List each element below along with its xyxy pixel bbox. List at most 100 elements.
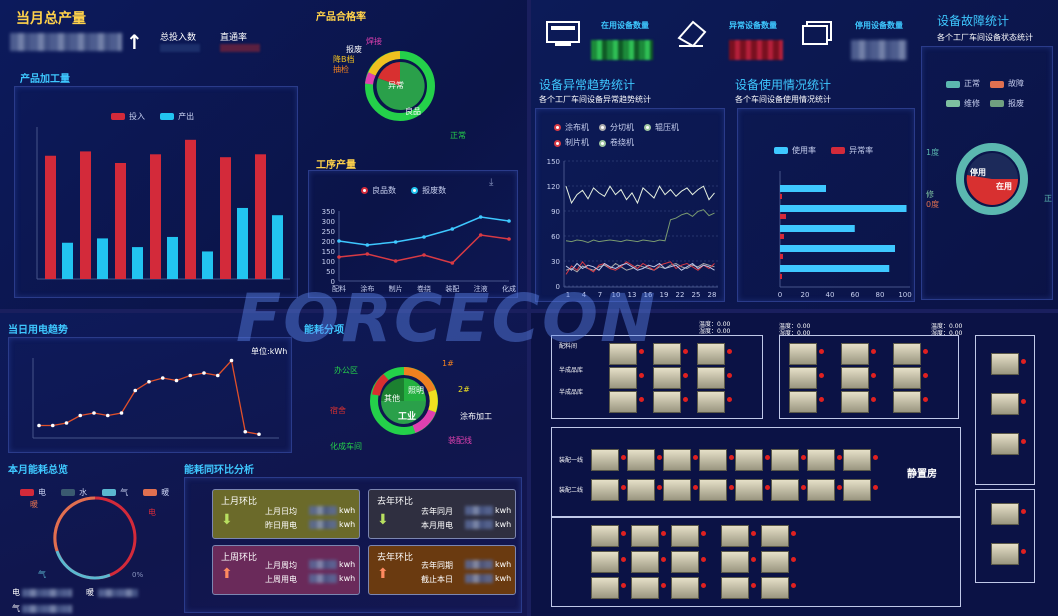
status-dot bbox=[1021, 439, 1026, 444]
machine-icon[interactable] bbox=[735, 479, 763, 501]
machine-icon[interactable] bbox=[841, 391, 869, 413]
x-tick: 13 bbox=[628, 291, 637, 299]
machine-icon[interactable] bbox=[671, 577, 699, 599]
machine-icon[interactable] bbox=[893, 391, 921, 413]
monthly-ring bbox=[53, 496, 137, 580]
machine-icon[interactable] bbox=[627, 449, 655, 471]
bottom-elec: 电 bbox=[12, 588, 20, 597]
status-dot bbox=[791, 583, 796, 588]
machine-icon[interactable] bbox=[699, 479, 727, 501]
machine-icon[interactable] bbox=[807, 479, 835, 501]
trend-title: 设备异常趋势统计 bbox=[539, 78, 636, 92]
power-line bbox=[39, 359, 260, 435]
machine-icon[interactable] bbox=[789, 367, 817, 389]
series-point bbox=[507, 237, 511, 241]
machine-icon[interactable] bbox=[843, 479, 871, 501]
machine-icon[interactable] bbox=[653, 391, 681, 413]
machine-icon[interactable] bbox=[893, 367, 921, 389]
y-tick: 350 bbox=[322, 208, 335, 216]
machine-icon[interactable] bbox=[697, 367, 725, 389]
machine-icon[interactable] bbox=[841, 343, 869, 365]
x-tick: 注液 bbox=[474, 284, 488, 293]
machine-icon[interactable] bbox=[653, 367, 681, 389]
machine-icon[interactable] bbox=[843, 449, 871, 471]
energy-industry: 工业 bbox=[398, 412, 417, 422]
compare-box-last-week: 上周环比 ⬆ 上月周均 上周用电 kwh kwh bbox=[212, 545, 360, 595]
machine-icon[interactable] bbox=[841, 367, 869, 389]
download-icon[interactable]: ⤓ bbox=[489, 177, 494, 188]
machine-icon[interactable] bbox=[609, 343, 637, 365]
status-dot bbox=[729, 455, 734, 460]
pass-rate-value bbox=[220, 44, 260, 52]
machine-icon[interactable] bbox=[591, 577, 619, 599]
machine-icon[interactable] bbox=[721, 525, 749, 547]
status-dot bbox=[727, 373, 732, 378]
fault-stats-title: 设备故障统计 bbox=[937, 14, 1010, 28]
machine-icon[interactable] bbox=[991, 543, 1019, 565]
status-dot bbox=[683, 373, 688, 378]
machine-icon[interactable] bbox=[609, 391, 637, 413]
machine-icon[interactable] bbox=[663, 449, 691, 471]
machine-icon[interactable] bbox=[991, 393, 1019, 415]
legend-abnormal-rate: 异常率 bbox=[849, 146, 874, 155]
machine-icon[interactable] bbox=[721, 551, 749, 573]
pass-rate-label: 直通率 bbox=[220, 33, 248, 43]
machine-icon[interactable] bbox=[631, 577, 659, 599]
machine-icon[interactable] bbox=[631, 525, 659, 547]
compare-box-last-year: 去年环比 ⬇ 去年同月 本月用电 kwh kwh bbox=[368, 489, 516, 539]
machine-icon[interactable] bbox=[591, 449, 619, 471]
machine-icon[interactable] bbox=[697, 343, 725, 365]
power-point bbox=[202, 371, 206, 375]
energy-light: 照明 bbox=[408, 386, 424, 395]
x-tick: 20 bbox=[801, 291, 810, 299]
x-tick: 配料 bbox=[332, 284, 346, 293]
machine-icon[interactable] bbox=[761, 551, 789, 573]
series-point bbox=[478, 215, 483, 219]
x-tick: 装配 bbox=[445, 284, 459, 293]
room-label: 静置房 bbox=[907, 469, 937, 480]
machine-icon[interactable] bbox=[591, 525, 619, 547]
machine-icon[interactable] bbox=[991, 433, 1019, 455]
area-semi bbox=[779, 335, 959, 419]
energy-dorm: 宿舍 bbox=[330, 406, 346, 415]
machine-icon[interactable] bbox=[991, 353, 1019, 375]
series-line bbox=[338, 234, 510, 264]
trend-series-line bbox=[565, 185, 715, 205]
machine-icon[interactable] bbox=[771, 479, 799, 501]
machine-icon[interactable] bbox=[653, 343, 681, 365]
status-dot bbox=[1021, 399, 1026, 404]
power-point bbox=[64, 421, 69, 425]
machine-icon[interactable] bbox=[699, 449, 727, 471]
status-dot bbox=[661, 531, 666, 536]
machine-icon[interactable] bbox=[761, 577, 789, 599]
up-arrow-icon: ⬆ bbox=[377, 566, 389, 582]
machine-icon[interactable] bbox=[735, 449, 763, 471]
machine-icon[interactable] bbox=[671, 525, 699, 547]
machine-icon[interactable] bbox=[663, 479, 691, 501]
bar-input bbox=[45, 155, 56, 279]
machine-icon[interactable] bbox=[631, 551, 659, 573]
area-lower bbox=[551, 517, 961, 607]
machine-icon[interactable] bbox=[671, 551, 699, 573]
machine-icon[interactable] bbox=[761, 525, 789, 547]
machine-icon[interactable] bbox=[893, 343, 921, 365]
machine-icon[interactable] bbox=[771, 449, 799, 471]
bar-input bbox=[80, 151, 91, 279]
series-point bbox=[450, 261, 455, 265]
machine-icon[interactable] bbox=[591, 551, 619, 573]
energy-assembly: 装配线 bbox=[448, 436, 472, 445]
machine-icon[interactable] bbox=[721, 577, 749, 599]
status-dot bbox=[765, 455, 770, 460]
machine-icon[interactable] bbox=[609, 367, 637, 389]
machine-icon[interactable] bbox=[991, 503, 1019, 525]
power-point bbox=[243, 429, 248, 434]
donut-weld: 焊接 bbox=[366, 37, 382, 46]
machine-icon[interactable] bbox=[627, 479, 655, 501]
machine-icon[interactable] bbox=[807, 449, 835, 471]
status-dot bbox=[701, 583, 706, 588]
machine-icon[interactable] bbox=[789, 343, 817, 365]
machine-icon[interactable] bbox=[789, 391, 817, 413]
status-dot bbox=[1021, 549, 1026, 554]
machine-icon[interactable] bbox=[697, 391, 725, 413]
machine-icon[interactable] bbox=[591, 479, 619, 501]
